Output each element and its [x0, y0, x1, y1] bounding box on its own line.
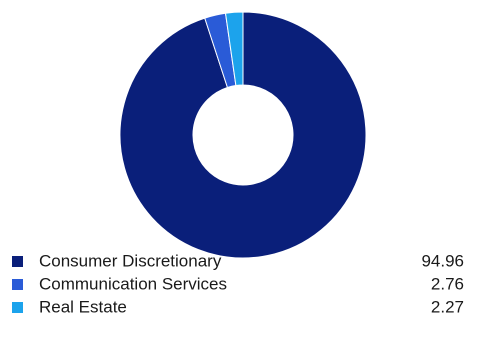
- donut-slices: [119, 11, 367, 259]
- slice-real-estate: [224, 11, 244, 87]
- legend-swatch-consumer-discretionary: [12, 256, 23, 267]
- legend: Consumer Discretionary 94.96 Communication…: [12, 251, 464, 316]
- legend-value-communication-services: 2.76: [431, 274, 464, 293]
- legend-label-real-estate: Real Estate: [39, 297, 127, 316]
- legend-swatch-real-estate: [12, 302, 23, 313]
- slice-consumer-discretionary: [119, 11, 367, 259]
- legend-value-real-estate: 2.27: [431, 297, 464, 316]
- legend-label-consumer-discretionary: Consumer Discretionary: [39, 251, 222, 270]
- legend-label-communication-services: Communication Services: [39, 274, 227, 293]
- legend-value-consumer-discretionary: 94.96: [421, 251, 464, 270]
- legend-swatch-communication-services: [12, 279, 23, 290]
